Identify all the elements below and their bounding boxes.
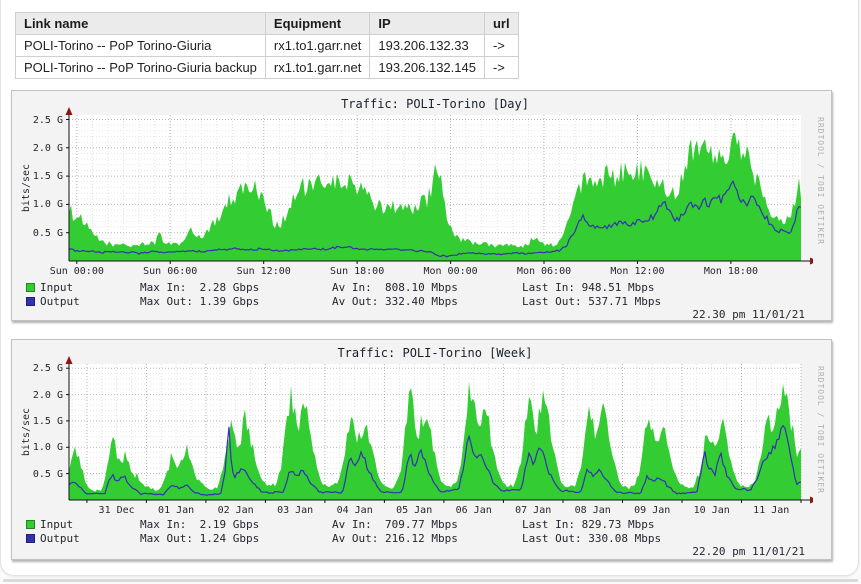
- x-tick-label: 11 Jan: [753, 505, 790, 516]
- x-tick-label: 09 Jan: [634, 505, 671, 516]
- bottom-divider: [3, 579, 858, 582]
- rrdtool-watermark: RRDTOOL / TOBI OETIKER: [816, 117, 825, 245]
- x-tick-label: 06 Jan: [455, 505, 492, 516]
- legend-row-output: Output Max Out: 1.39 Gbps Av Out: 332.40 M…: [26, 295, 811, 308]
- y-tick-label: 1.5 G: [32, 415, 63, 427]
- y-tick-label: 2.0 G: [32, 389, 63, 401]
- table-header-row: Link name Equipment IP url: [15, 12, 519, 35]
- y-tick-label: 2.5 G: [32, 363, 63, 375]
- x-tick-label: Mon 12:00: [610, 266, 665, 277]
- legend-max-in: Max In: 2.28 Gbps: [140, 281, 260, 294]
- x-tick-label: 03 Jan: [277, 505, 314, 516]
- link-name-cell: POLI-Torino -- PoP Torino-Giuria: [15, 34, 266, 57]
- y-tick-label: 2.5 G: [32, 114, 63, 126]
- legend-max-out: Max Out: 1.39 Gbps: [140, 295, 260, 308]
- x-tick-label: Sun 00:00: [49, 266, 104, 277]
- x-tick-label: Sun 18:00: [330, 266, 385, 277]
- y-tick-label: 1.5 G: [32, 171, 63, 183]
- y-tick-label: 1.0 G: [32, 442, 63, 454]
- x-tick-label: Mon 06:00: [516, 266, 572, 277]
- equipment-cell: rx1.to1.garr.net: [264, 34, 371, 57]
- output-swatch: [26, 297, 35, 306]
- legend-input-label: Input: [40, 281, 74, 294]
- x-tick-label: Mon 18:00: [703, 266, 758, 277]
- y-tick-label: 1.0 G: [32, 199, 63, 211]
- legend-last-in: Last In: 948.51 Mbps: [522, 281, 655, 294]
- legend-row-input: Input Max In: 2.19 Gbps Av In: 709.77 Mbps…: [26, 518, 811, 531]
- graph-timestamp: 22.30 pm 11/01/21: [692, 308, 805, 321]
- col-header-link-name: Link name: [15, 12, 266, 35]
- legend-av-in: Av In: 808.10 Mbps: [332, 281, 458, 294]
- legend-output-label: Output: [40, 295, 80, 308]
- traffic-plot-week[interactable]: [61, 356, 813, 516]
- rrdtool-watermark: RRDTOOL / TOBI OETIKER: [816, 366, 825, 494]
- legend-max-out: Max Out: 1.24 Gbps: [140, 532, 260, 545]
- y-tick-label: 2.0 G: [32, 142, 63, 154]
- links-table: Link name Equipment IP url POLI-Torino -…: [15, 12, 519, 79]
- x-tick-label: 01 Jan: [158, 505, 195, 516]
- graph-title: Traffic: POLI-Torino [Day]: [341, 97, 529, 111]
- legend-input-label: Input: [40, 518, 74, 531]
- x-tick-label: 10 Jan: [693, 505, 730, 516]
- input-swatch: [26, 283, 35, 292]
- x-tick-label: Sun 12:00: [236, 266, 291, 277]
- col-header-equipment: Equipment: [264, 12, 371, 35]
- y-tick-label: 0.5 G: [32, 468, 63, 480]
- traffic-graph-week-panel: Traffic: POLI-Torino [Week] RRDTOOL / TO…: [11, 339, 832, 560]
- col-header-url: url: [483, 12, 519, 35]
- table-row: POLI-Torino -- PoP Torino-Giuria rx1.to1…: [15, 34, 519, 57]
- input-swatch: [26, 520, 35, 529]
- graph-timestamp: 22.20 pm 11/01/21: [692, 545, 805, 558]
- legend-last-out: Last Out: 330.08 Mbps: [522, 532, 662, 545]
- ip-cell: 193.206.132.33: [369, 34, 485, 57]
- x-tick-label: 04 Jan: [336, 505, 373, 516]
- legend-last-out: Last Out: 537.71 Mbps: [522, 295, 662, 308]
- x-tick-label: Mon 00:00: [423, 266, 478, 277]
- legend-row-input: Input Max In: 2.28 Gbps Av In: 808.10 Mbps…: [26, 281, 811, 294]
- equipment-cell: rx1.to1.garr.net: [264, 56, 371, 79]
- table-row: POLI-Torino -- PoP Torino-Giuria backup …: [15, 56, 519, 79]
- x-tick-label: 08 Jan: [574, 505, 611, 516]
- x-tick-label: Sun 06:00: [143, 266, 198, 277]
- y-tick-label: 0.5 G: [32, 227, 63, 239]
- url-link[interactable]: ->: [492, 59, 505, 75]
- x-tick-label: 07 Jan: [515, 505, 552, 516]
- x-tick-label: 31 Dec: [98, 505, 135, 516]
- legend-av-in: Av In: 709.77 Mbps: [332, 518, 458, 531]
- traffic-graph-day-panel: Traffic: POLI-Torino [Day] RRDTOOL / TOB…: [11, 90, 832, 321]
- legend-output-label: Output: [40, 532, 80, 545]
- col-header-ip: IP: [369, 12, 485, 35]
- output-swatch: [26, 534, 35, 543]
- legend-av-out: Av Out: 332.40 Mbps: [332, 295, 458, 308]
- url-link[interactable]: ->: [492, 37, 505, 53]
- legend-last-in: Last In: 829.73 Mbps: [522, 518, 655, 531]
- x-tick-label: 02 Jan: [217, 505, 254, 516]
- legend-av-out: Av Out: 216.12 Mbps: [332, 532, 458, 545]
- graph-title: Traffic: POLI-Torino [Week]: [337, 346, 533, 360]
- legend-row-output: Output Max Out: 1.24 Gbps Av Out: 216.12 M…: [26, 532, 811, 545]
- traffic-plot-day[interactable]: [61, 107, 813, 277]
- ip-cell: 193.206.132.145: [369, 56, 485, 79]
- x-tick-label: 05 Jan: [396, 505, 433, 516]
- legend-max-in: Max In: 2.19 Gbps: [140, 518, 260, 531]
- link-name-cell: POLI-Torino -- PoP Torino-Giuria backup: [15, 56, 266, 79]
